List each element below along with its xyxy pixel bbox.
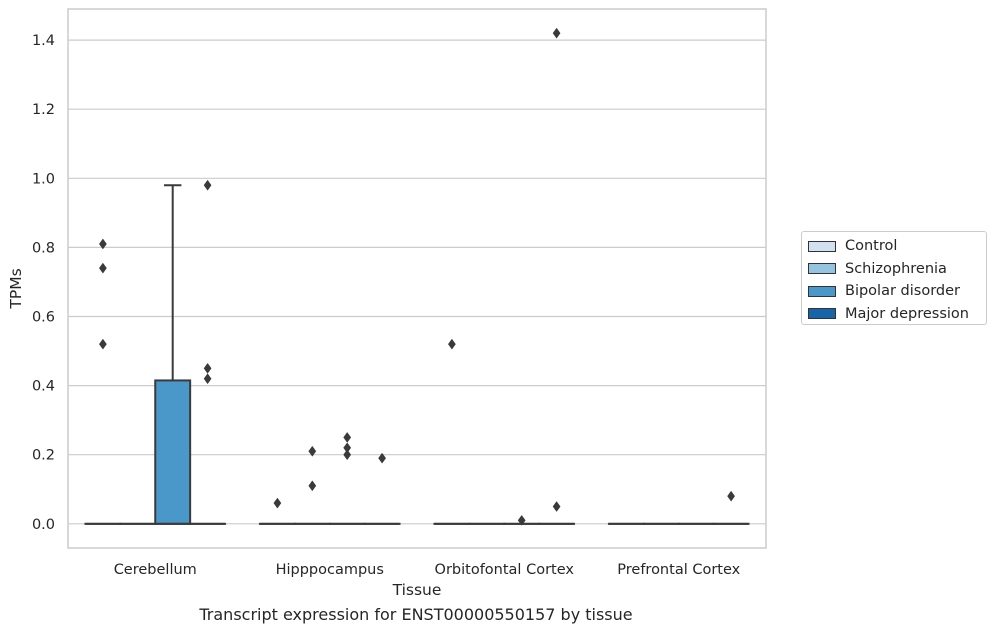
x-tick-label: Prefrontal Cortex: [617, 562, 740, 578]
outlier-point: [378, 452, 387, 464]
outlier-point: [203, 362, 212, 374]
chart-caption: Transcript expression for ENST0000055015…: [199, 605, 633, 624]
plot-frame: [67, 8, 767, 549]
legend-item-major-depression: Major depression: [802, 303, 986, 326]
legend-item-bipolar-disorder: Bipolar disorder: [802, 280, 986, 303]
x-tick-label: Orbitofontal Cortex: [435, 562, 575, 578]
box: [154, 379, 192, 525]
y-tick-label: 0.0: [32, 517, 55, 533]
outlier-point: [552, 27, 561, 39]
y-tick-label: 0.2: [32, 448, 55, 464]
legend-swatch-schizophrenia: [808, 263, 836, 275]
outlier-point: [343, 432, 352, 443]
y-tick-label: 0.8: [32, 240, 55, 256]
outlier-point: [447, 338, 456, 350]
outlier-point: [343, 449, 352, 461]
y-tick-label: 1.2: [32, 102, 55, 118]
legend-label-control: Control: [845, 238, 898, 255]
legend-label-bipolar-disorder: Bipolar disorder: [845, 283, 960, 300]
y-tick-label: 0.6: [32, 310, 55, 326]
legend-label-schizophrenia: Schizophrenia: [845, 260, 947, 277]
outlier-point: [203, 179, 212, 191]
outlier-point: [98, 338, 107, 350]
outlier-point: [308, 445, 317, 457]
legend-swatch-bipolar-disorder: [808, 285, 836, 297]
x-axis-label: Tissue: [392, 581, 442, 599]
outlier-point: [98, 262, 107, 274]
y-tick-label: 0.4: [32, 379, 55, 395]
outlier-point: [517, 514, 526, 526]
legend: Control Schizophrenia Bipolar disorder M…: [801, 231, 987, 325]
legend-swatch-control: [808, 240, 836, 252]
outlier-point: [203, 373, 212, 385]
legend-item-control: Control: [802, 235, 986, 258]
y-axis-label: TPMs: [7, 268, 25, 309]
outlier-point: [308, 480, 317, 492]
legend-swatch-major-depression: [808, 308, 836, 320]
outlier-point: [552, 501, 561, 512]
x-tick-label: Hipppocampus: [276, 562, 384, 578]
outlier-point: [727, 490, 736, 502]
outlier-point: [343, 442, 352, 454]
x-tick-label: Cerebellum: [114, 562, 197, 578]
legend-item-schizophrenia: Schizophrenia: [802, 258, 986, 281]
category-group-2: [433, 27, 576, 526]
y-tick-label: 1.4: [32, 33, 55, 49]
outlier-point: [273, 497, 282, 509]
y-tick-label: 1.0: [32, 171, 55, 187]
legend-label-major-depression: Major depression: [845, 305, 969, 322]
category-group-0: [84, 179, 227, 525]
category-group-3: [607, 490, 750, 525]
category-group-1: [258, 432, 401, 525]
outlier-point: [98, 238, 107, 250]
